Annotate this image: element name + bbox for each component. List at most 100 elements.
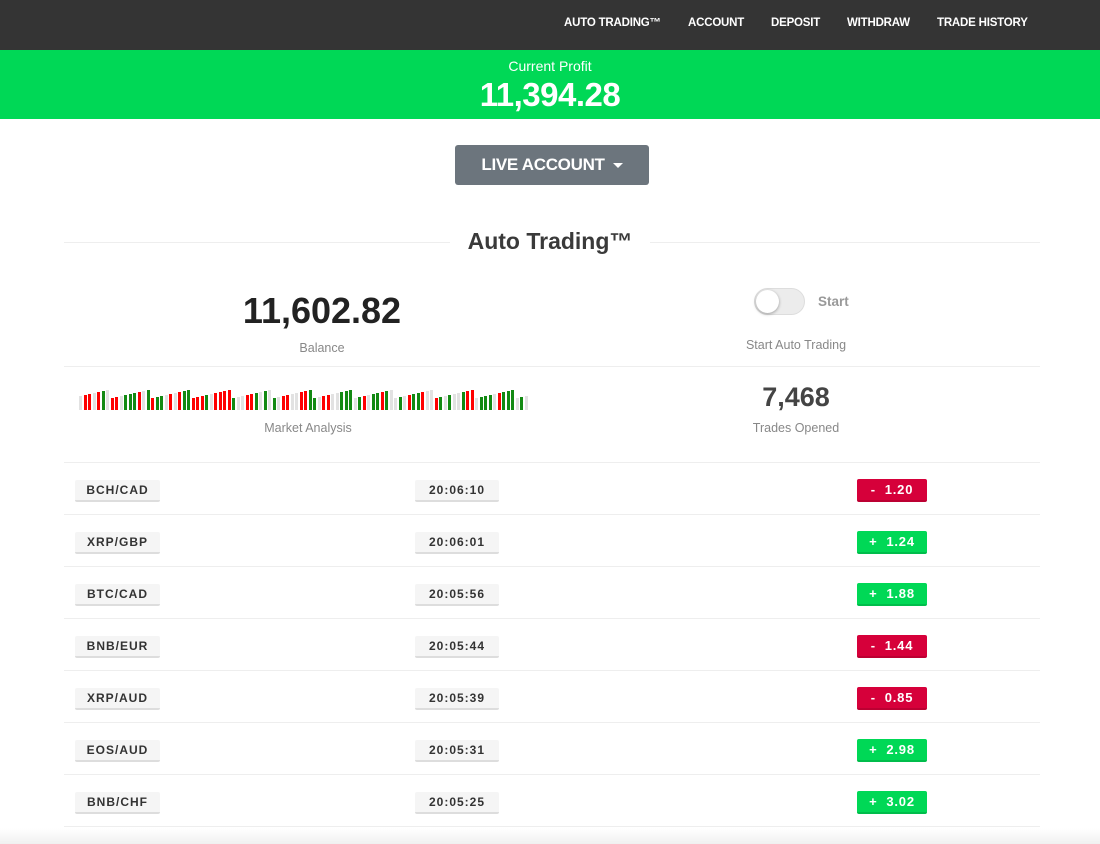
market-bar — [380, 392, 384, 410]
market-bar — [200, 396, 204, 410]
trade-time: 20:06:01 — [415, 532, 499, 554]
trade-row: XRP/GBP 20:06:01 + 1.24 — [64, 515, 1040, 567]
market-bar — [416, 393, 420, 410]
current-profit-banner: Current Profit 11,394.28 — [0, 50, 1100, 119]
trade-result-badge: - 1.44 — [857, 635, 927, 658]
market-bar — [394, 398, 397, 410]
market-bar — [164, 395, 168, 410]
market-bar — [358, 397, 361, 410]
live-account-label: LIVE ACCOUNT — [481, 155, 605, 174]
divider — [64, 462, 1040, 463]
market-bar — [187, 390, 190, 410]
market-bar — [511, 390, 514, 410]
market-bar — [160, 396, 163, 410]
trade-pair: BNB/CHF — [75, 792, 160, 814]
market-bar — [232, 398, 235, 410]
market-bar — [106, 390, 109, 410]
market-bar — [466, 391, 469, 410]
nav-withdraw[interactable]: WITHDRAW — [847, 17, 910, 29]
trade-pair: BTC/CAD — [75, 584, 160, 606]
market-bar — [479, 397, 483, 410]
trade-row: BNB/CHF 20:05:25 + 3.02 — [64, 775, 1040, 827]
market-bar — [376, 393, 379, 410]
market-bar — [443, 396, 447, 410]
market-bar — [286, 395, 289, 410]
market-bar — [520, 397, 523, 410]
balance-label: Balance — [299, 341, 345, 355]
market-analysis-label: Market Analysis — [264, 421, 352, 435]
market-bar — [421, 392, 424, 410]
market-bar — [209, 394, 213, 410]
nav-deposit[interactable]: DEPOSIT — [771, 17, 821, 29]
market-bar — [196, 397, 199, 410]
market-bar — [524, 396, 528, 410]
market-bar — [470, 390, 474, 410]
trade-pair: BCH/CAD — [75, 480, 160, 502]
market-bar — [340, 392, 343, 410]
balance-value: 11,602.82 — [242, 290, 402, 331]
market-bar — [254, 393, 258, 410]
market-bar — [272, 398, 276, 410]
trades-opened-value: 7,468 — [762, 382, 830, 412]
market-bar — [367, 395, 370, 410]
market-bar — [317, 397, 321, 410]
trade-row: BCH/CAD 20:06:10 - 1.20 — [64, 463, 1040, 515]
trade-time: 20:06:10 — [415, 480, 499, 502]
market-bar — [83, 395, 87, 410]
live-account-dropdown[interactable]: LIVE ACCOUNT — [455, 145, 649, 185]
market-bar — [214, 393, 217, 410]
market-bar — [218, 392, 222, 410]
market-bar — [349, 390, 352, 410]
market-bar — [506, 391, 510, 410]
market-analysis-bars — [79, 386, 541, 410]
current-profit-label: Current Profit — [508, 58, 592, 74]
market-bar — [515, 398, 519, 410]
market-bar — [452, 394, 456, 410]
trade-time: 20:05:39 — [415, 688, 499, 710]
nav-account[interactable]: ACCOUNT — [688, 17, 745, 29]
toggle-label: Start — [818, 294, 849, 309]
nav-trade-history[interactable]: TRADE HISTORY — [937, 17, 1028, 29]
market-bar — [79, 396, 82, 410]
market-bar — [88, 394, 91, 410]
market-bar — [290, 394, 294, 410]
toggle-knob — [756, 290, 779, 313]
market-bar — [488, 395, 492, 410]
market-bar — [430, 390, 433, 410]
trade-pair: XRP/AUD — [75, 688, 160, 710]
market-bar — [281, 396, 285, 410]
trades-opened-label: Trades Opened — [752, 421, 840, 435]
market-bar — [457, 393, 460, 410]
market-bar — [92, 393, 96, 410]
caret-down-icon — [612, 162, 623, 168]
market-bar — [331, 394, 334, 410]
trade-pair: XRP/GBP — [75, 532, 160, 554]
market-bar — [119, 396, 123, 410]
market-bar — [385, 391, 388, 410]
market-bar — [178, 392, 181, 410]
market-bar — [250, 394, 253, 410]
market-bar — [133, 393, 136, 410]
market-bar — [137, 392, 141, 410]
market-bar — [205, 395, 208, 410]
market-bar — [493, 394, 496, 410]
market-bar — [142, 391, 145, 410]
trade-row: EOS/AUD 20:05:31 + 2.98 — [64, 723, 1040, 775]
market-bar — [268, 390, 271, 410]
market-bar — [434, 398, 438, 410]
market-bar — [277, 397, 280, 410]
trade-result-badge: - 0.85 — [857, 687, 927, 710]
nav-auto-trading[interactable]: AUTO TRADING™ — [564, 17, 661, 29]
trade-result-badge: + 1.24 — [857, 531, 927, 554]
auto-trading-toggle[interactable] — [754, 288, 805, 315]
trade-row: BTC/CAD 20:05:56 + 1.88 — [64, 567, 1040, 619]
market-bar — [295, 393, 298, 410]
market-bar — [259, 392, 262, 410]
market-bar — [97, 392, 100, 410]
market-bar — [335, 393, 339, 410]
market-bar — [124, 395, 127, 410]
market-bar — [223, 391, 226, 410]
market-bar — [362, 396, 366, 410]
market-bar — [461, 392, 465, 410]
market-bar — [146, 390, 150, 410]
